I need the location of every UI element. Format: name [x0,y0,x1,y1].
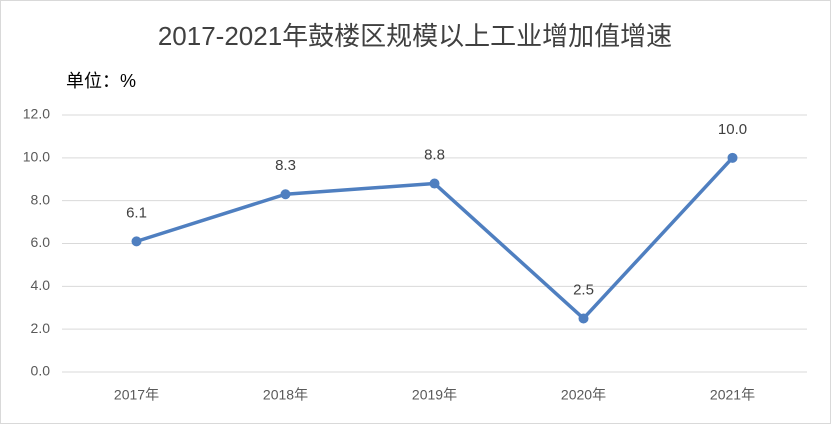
point [578,313,589,324]
x-tick-label: 2019年 [412,387,457,403]
y-tick-label: 10.0 [23,149,50,165]
y-tick-label: 12.0 [23,106,50,122]
chart-title: 2017-2021年鼓楼区规模以上工业增加值增速 [158,21,672,51]
x-tick-label: 2018年 [263,387,308,403]
y-tick-label: 0.0 [31,363,51,379]
y-tick-label: 6.0 [31,234,51,250]
x-tick-label: 2021年 [710,387,755,403]
data-label: 10.0 [718,121,747,138]
point [727,152,738,163]
x-tick-label: 2017年 [114,387,159,403]
point [280,189,291,200]
point [429,178,440,189]
y-tick-label: 2.0 [31,320,51,336]
data-label: 2.5 [573,281,594,298]
data-label: 8.3 [275,157,296,174]
y-tick-label: 8.0 [31,191,51,207]
point [131,236,142,247]
data-label: 8.8 [424,147,445,164]
y-tick-label: 4.0 [31,277,51,293]
unit-label: 单位：% [66,71,136,91]
x-tick-label: 2020年 [561,387,606,403]
data-label: 6.1 [126,204,147,221]
